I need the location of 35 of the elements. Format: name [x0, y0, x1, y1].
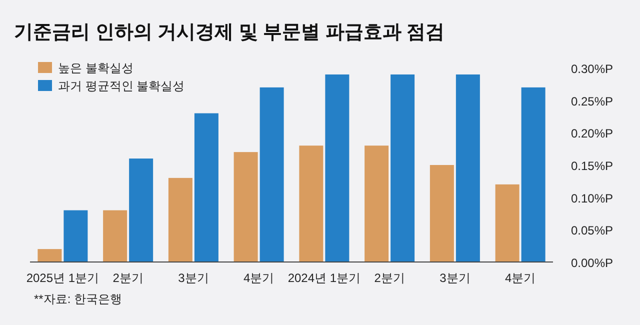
x-tick-label: 2025년 1분기	[26, 271, 100, 285]
bar	[325, 74, 350, 262]
x-tick-label: 4분기	[504, 271, 536, 285]
y-tick-label: 0.10%P	[570, 191, 614, 206]
x-tick-label: 2분기	[374, 271, 405, 285]
chart-title: 기준금리 인하의 거시경제 및 부문별 파급효과 점검	[14, 22, 445, 43]
text: **자료: 한국은행	[34, 292, 122, 306]
bar	[495, 184, 520, 262]
bar	[390, 74, 415, 262]
x-tick-label: 2024년 1분기	[288, 271, 361, 285]
legend-label: 높은 불확실성	[58, 61, 134, 75]
bar	[234, 152, 258, 262]
bar	[103, 210, 128, 262]
bar	[38, 249, 62, 262]
bar	[168, 178, 192, 262]
y-tick-label: 0.15%P	[570, 159, 614, 173]
bar	[364, 146, 389, 262]
bar	[299, 146, 324, 262]
y-tick-label: 0.25%P	[570, 94, 614, 108]
bar	[64, 210, 88, 262]
y-tick-label: 0.20%P	[570, 126, 614, 141]
bar	[430, 165, 454, 262]
bar	[456, 74, 480, 262]
bar	[521, 87, 546, 262]
y-tick-label: 0.00%P	[570, 256, 614, 270]
x-tick-label: 3분기	[440, 271, 470, 285]
y-tick-label: 0.30%P	[570, 62, 614, 76]
legend-label: 과거 평균적인 불확실성	[58, 79, 185, 93]
x-tick-label: 3분기	[178, 271, 209, 285]
bar	[194, 113, 218, 262]
bar	[260, 87, 284, 262]
y-tick-label: 0.05%P	[570, 224, 614, 238]
x-tick-label: 4분기	[243, 271, 274, 285]
bar	[129, 158, 154, 262]
x-tick-label: 2분기	[112, 271, 144, 285]
